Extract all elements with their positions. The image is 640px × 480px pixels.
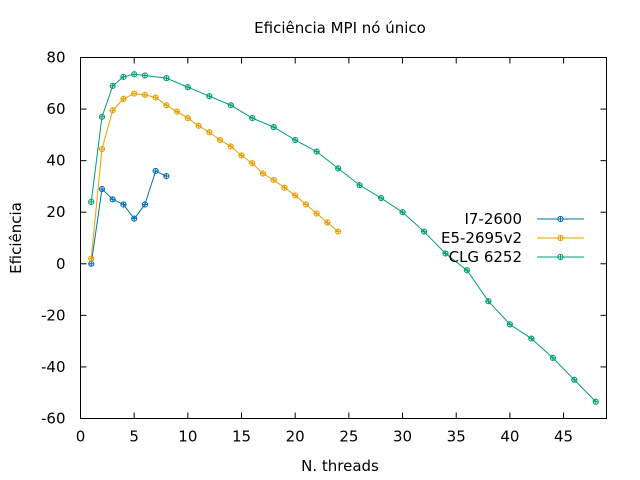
data-point xyxy=(109,82,116,89)
data-point xyxy=(335,228,342,235)
data-point xyxy=(313,148,320,155)
data-point xyxy=(109,196,116,203)
data-point xyxy=(399,209,406,216)
data-point xyxy=(120,201,127,208)
y-tick-label: 40 xyxy=(46,152,65,170)
chart-title: Eficiência MPI nó único xyxy=(254,19,426,37)
y-tick-label: -20 xyxy=(41,306,66,324)
series-1 xyxy=(88,90,342,262)
data-point xyxy=(98,113,106,120)
data-point xyxy=(195,122,202,129)
y-tick-label: 60 xyxy=(46,100,65,118)
x-tick-label: 45 xyxy=(554,428,573,446)
data-point xyxy=(206,129,213,136)
data-point xyxy=(292,136,299,144)
legend-label: CLG 6252 xyxy=(449,248,522,266)
data-point xyxy=(528,335,535,342)
data-point xyxy=(88,260,95,267)
data-point xyxy=(420,228,428,235)
data-point xyxy=(184,84,191,91)
data-point xyxy=(485,298,492,305)
data-point xyxy=(141,91,149,98)
legend-marker xyxy=(557,234,564,242)
series-0 xyxy=(88,167,170,267)
y-tick-label: 20 xyxy=(46,203,65,221)
data-point xyxy=(249,160,256,167)
legend-marker xyxy=(557,253,564,261)
data-point xyxy=(335,165,342,172)
data-point xyxy=(109,107,116,114)
data-point xyxy=(120,95,127,102)
plot-frame xyxy=(80,57,607,419)
data-point xyxy=(313,210,320,217)
data-point xyxy=(152,94,159,101)
data-point xyxy=(549,354,556,362)
data-point xyxy=(270,176,277,184)
x-tick-label: 25 xyxy=(339,428,358,446)
legend-marker xyxy=(557,215,564,223)
data-point xyxy=(184,114,191,122)
data-point xyxy=(152,167,159,175)
data-point xyxy=(98,185,106,193)
x-tick-label: 10 xyxy=(178,428,197,446)
data-point xyxy=(324,219,331,226)
data-point xyxy=(141,72,149,79)
x-tick-label: 40 xyxy=(500,428,519,446)
y-axis-label: Eficiência xyxy=(7,202,25,274)
data-point xyxy=(163,102,170,109)
series-layer xyxy=(88,71,599,405)
data-point xyxy=(442,250,449,257)
x-tick-label: 15 xyxy=(232,428,251,446)
data-point xyxy=(227,143,234,150)
data-point xyxy=(131,71,138,78)
x-tick-label: 0 xyxy=(76,428,86,446)
x-tick-label: 35 xyxy=(447,428,466,446)
data-point xyxy=(506,321,513,328)
data-point xyxy=(238,152,245,159)
data-point xyxy=(120,73,127,80)
data-point xyxy=(377,194,385,202)
x-tick-label: 20 xyxy=(286,428,305,446)
data-point xyxy=(249,114,256,122)
axis-ticks: 0 5 10 15 20 25 30 35 40 45 -60 -40 -20 0 20 40 60 80 xyxy=(41,49,607,446)
y-tick-label: -60 xyxy=(41,410,66,428)
data-point xyxy=(356,182,363,189)
data-point xyxy=(206,93,213,100)
data-point xyxy=(571,376,578,383)
series-2 xyxy=(88,71,599,405)
x-axis-label: N. threads xyxy=(301,457,379,475)
data-point xyxy=(227,102,234,109)
data-point xyxy=(98,145,106,153)
data-point xyxy=(270,124,277,131)
data-point xyxy=(592,398,599,405)
legend-label: E5-2695v2 xyxy=(441,229,522,247)
data-point xyxy=(163,75,170,82)
data-point xyxy=(88,255,95,262)
data-point xyxy=(216,136,224,144)
x-tick-label: 30 xyxy=(393,428,412,446)
data-point xyxy=(302,201,310,208)
data-point xyxy=(141,201,149,208)
legend-label: I7-2600 xyxy=(464,210,522,228)
y-tick-label: 0 xyxy=(56,255,66,273)
data-point xyxy=(463,267,471,274)
x-tick-label: 5 xyxy=(129,428,139,446)
y-tick-label: 80 xyxy=(46,49,65,67)
series-line xyxy=(90,170,167,264)
data-point xyxy=(131,90,138,97)
data-point xyxy=(174,108,181,115)
data-point xyxy=(163,173,170,180)
data-point xyxy=(281,184,288,191)
data-point xyxy=(292,192,299,199)
series-line xyxy=(90,93,339,259)
data-point xyxy=(88,198,95,205)
y-tick-label: -40 xyxy=(41,358,66,376)
data-point xyxy=(131,215,138,222)
data-point xyxy=(259,170,267,177)
